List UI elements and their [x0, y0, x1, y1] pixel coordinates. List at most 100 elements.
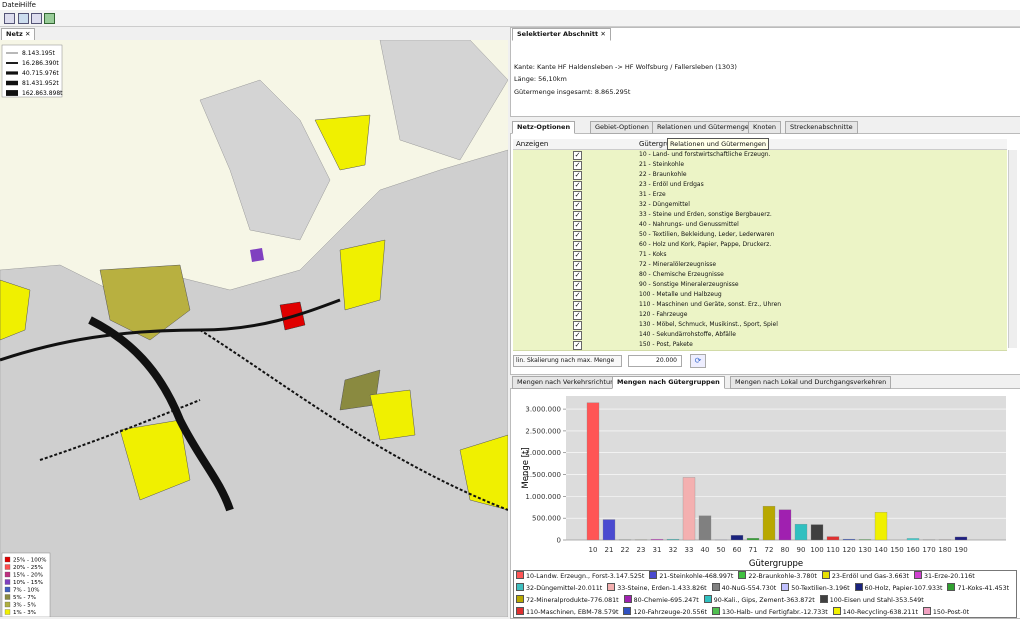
- group-label: 72 - Mineralölerzeugnisse: [639, 260, 716, 270]
- x-tick-label: 33: [685, 546, 694, 554]
- legend-label: 130-Halb- und Fertigfabr.-12.733t: [722, 609, 828, 616]
- legend-swatch: [5, 557, 10, 562]
- legend-label: 22-Braunkohle-3.780t: [748, 573, 816, 580]
- tab[interactable]: Streckenabschnitte: [785, 121, 858, 134]
- bar: [955, 537, 967, 540]
- legend-label: 7% - 10%: [13, 588, 39, 594]
- checkbox[interactable]: ✓: [573, 171, 582, 180]
- legend-swatch: [516, 571, 524, 579]
- group-label: 100 - Metalle und Halbzeug: [639, 290, 722, 300]
- checkbox[interactable]: ✓: [573, 301, 582, 310]
- legend-swatch: [5, 595, 10, 600]
- group-label: 60 - Holz und Kork, Papier, Pappe, Druck…: [639, 240, 771, 250]
- legend-swatch: [704, 595, 712, 603]
- legend-label: 1% - 3%: [13, 610, 36, 616]
- menu-item[interactable]: Datei: [2, 1, 21, 9]
- tool-button[interactable]: [18, 13, 29, 24]
- legend-swatch: [914, 571, 922, 579]
- toolbar: [0, 10, 1020, 27]
- checkbox[interactable]: ✓: [573, 251, 582, 260]
- x-tick-label: 72: [765, 546, 774, 554]
- checkbox[interactable]: ✓: [573, 241, 582, 250]
- legend-label: 20% - 25%: [13, 565, 43, 571]
- group-label: 50 - Textilien, Bekleidung, Leder, Leder…: [639, 230, 774, 240]
- checkbox[interactable]: ✓: [573, 191, 582, 200]
- chart-legend: 10-Landw. Erzeugn., Forst-3.147.525t 21-S…: [513, 570, 1017, 618]
- checkbox[interactable]: ✓: [573, 331, 582, 340]
- checkbox[interactable]: ✓: [573, 281, 582, 290]
- region: [250, 248, 264, 262]
- legend-label: 10-Landw. Erzeugn., Forst-3.147.525t: [526, 573, 644, 580]
- checkbox[interactable]: ✓: [573, 321, 582, 330]
- legend-swatch: [855, 583, 863, 591]
- legend-swatch: [712, 607, 720, 615]
- y-axis-title: Menge [t]: [521, 447, 531, 488]
- legend-label: 25% - 100%: [13, 558, 46, 564]
- bar: [875, 512, 887, 540]
- legend-item: 21-Steinkohle-468.997t: [649, 571, 733, 583]
- tab[interactable]: Relationen und Gütermengen: [652, 121, 758, 134]
- table-row: ✓150 - Post, Pakete: [513, 340, 1007, 351]
- refresh-button[interactable]: ⟳: [690, 354, 706, 368]
- checkbox[interactable]: ✓: [573, 161, 582, 170]
- bar: [683, 477, 695, 540]
- tab[interactable]: Mengen nach Gütergruppen: [612, 376, 725, 389]
- x-tick-label: 190: [954, 546, 967, 554]
- tool-button[interactable]: [4, 13, 15, 24]
- scaling-select[interactable]: lin. Skalierung nach max. Menge: [513, 355, 622, 367]
- legend-label: 32-Düngemittel-20.011t: [526, 585, 602, 592]
- checkbox[interactable]: ✓: [573, 271, 582, 280]
- checkbox[interactable]: ✓: [573, 231, 582, 240]
- tab-label: Streckenabschnitte: [790, 123, 853, 131]
- bar-chart: 0500.0001.000.0001.500.0002.000.0002.500…: [510, 390, 1020, 570]
- checkbox[interactable]: ✓: [573, 201, 582, 210]
- bar: [907, 538, 919, 540]
- legend-label: 72-Mineralprodukte-776.081t: [526, 597, 619, 604]
- tab[interactable]: Mengen nach Verkehrsrichtung: [512, 376, 623, 389]
- bar: [827, 537, 839, 540]
- scale-input[interactable]: 20.000: [628, 355, 682, 367]
- bar: [699, 516, 711, 540]
- checkbox[interactable]: ✓: [573, 291, 582, 300]
- checkbox[interactable]: ✓: [573, 211, 582, 220]
- y-tick-label: 0: [557, 537, 561, 545]
- x-tick-label: 22: [621, 546, 630, 554]
- scrollbar[interactable]: [1008, 150, 1017, 348]
- y-tick-label: 1.000.000: [525, 493, 561, 501]
- tool-button[interactable]: [31, 13, 42, 24]
- tab[interactable]: Knoten: [748, 121, 781, 134]
- legend-swatch: [623, 607, 631, 615]
- checkbox[interactable]: ✓: [573, 221, 582, 230]
- tab[interactable]: Mengen nach Lokal und Durchgangsverkehre…: [730, 376, 891, 389]
- x-tick-label: 90: [797, 546, 806, 554]
- legend-swatch: [712, 583, 720, 591]
- x-tick-label: 140: [874, 546, 887, 554]
- menu-bar: Datei Hilfe: [0, 0, 1020, 10]
- checkbox[interactable]: ✓: [573, 311, 582, 320]
- legend-label: 10% - 15%: [13, 580, 43, 586]
- legend-swatch: [516, 583, 524, 591]
- x-tick-label: 80: [781, 546, 790, 554]
- legend-label: 120-Fahrzeuge-20.556t: [633, 609, 707, 616]
- menu-item[interactable]: Hilfe: [20, 1, 36, 9]
- edge-text: Kante: Kante HF Haldensleben -> HF Wolfs…: [514, 63, 737, 71]
- tab[interactable]: Netz-Optionen: [512, 121, 575, 134]
- legend-item: 130-Halb- und Fertigfabr.-12.733t: [712, 607, 828, 618]
- legend-swatch: [5, 610, 10, 615]
- legend-swatch: [516, 595, 524, 603]
- checkbox[interactable]: ✓: [573, 181, 582, 190]
- bar: [763, 506, 775, 540]
- legend-item: 40-NuG-554.730t: [712, 583, 777, 595]
- group-label: 80 - Chemische Erzeugnisse: [639, 270, 724, 280]
- checkbox[interactable]: ✓: [573, 151, 582, 160]
- tool-button[interactable]: [44, 13, 55, 24]
- legend-label: 80-Chemie-695.247t: [634, 597, 699, 604]
- region: [340, 240, 385, 310]
- tab[interactable]: Selektierter Abschnitt ✕: [512, 28, 611, 41]
- legend-label: 50-Textilien-3.196t: [791, 585, 849, 592]
- legend-label: 150-Post-0t: [933, 609, 969, 616]
- tab[interactable]: Gebiet-Optionen: [590, 121, 654, 134]
- legend-label: 100-Eisen und Stahl-353.549t: [830, 597, 924, 604]
- checkbox[interactable]: ✓: [573, 341, 582, 350]
- checkbox[interactable]: ✓: [573, 261, 582, 270]
